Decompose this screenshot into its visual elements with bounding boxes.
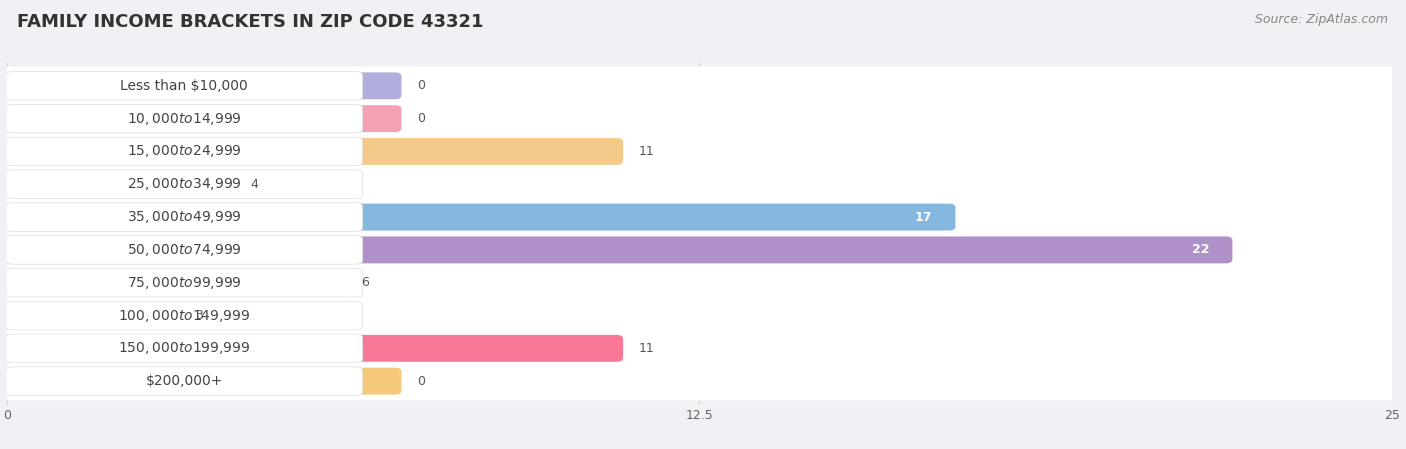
Text: 0: 0 (418, 112, 425, 125)
FancyBboxPatch shape (6, 137, 363, 166)
FancyBboxPatch shape (0, 263, 1402, 302)
FancyBboxPatch shape (6, 104, 363, 133)
FancyBboxPatch shape (0, 66, 1402, 105)
Text: 22: 22 (1192, 243, 1209, 256)
FancyBboxPatch shape (0, 302, 180, 329)
Text: 11: 11 (638, 145, 654, 158)
FancyBboxPatch shape (0, 165, 1402, 203)
Text: 17: 17 (915, 211, 932, 224)
FancyBboxPatch shape (0, 105, 402, 132)
FancyBboxPatch shape (0, 72, 402, 99)
Text: FAMILY INCOME BRACKETS IN ZIP CODE 43321: FAMILY INCOME BRACKETS IN ZIP CODE 43321 (17, 13, 484, 31)
FancyBboxPatch shape (0, 99, 1402, 138)
Text: $200,000+: $200,000+ (146, 374, 224, 388)
Text: 0: 0 (418, 79, 425, 92)
Text: $50,000 to $74,999: $50,000 to $74,999 (127, 242, 242, 258)
Text: $25,000 to $34,999: $25,000 to $34,999 (127, 176, 242, 192)
Text: Source: ZipAtlas.com: Source: ZipAtlas.com (1254, 13, 1388, 26)
FancyBboxPatch shape (0, 132, 1402, 171)
FancyBboxPatch shape (6, 269, 363, 297)
Text: 0: 0 (418, 374, 425, 387)
Text: Less than $10,000: Less than $10,000 (121, 79, 249, 93)
Text: $15,000 to $24,999: $15,000 to $24,999 (127, 143, 242, 159)
FancyBboxPatch shape (0, 368, 402, 395)
Text: 3: 3 (195, 309, 204, 322)
FancyBboxPatch shape (0, 171, 235, 198)
Text: $100,000 to $149,999: $100,000 to $149,999 (118, 308, 250, 324)
FancyBboxPatch shape (6, 301, 363, 330)
Text: $35,000 to $49,999: $35,000 to $49,999 (127, 209, 242, 225)
Text: $150,000 to $199,999: $150,000 to $199,999 (118, 340, 250, 357)
Text: $10,000 to $14,999: $10,000 to $14,999 (127, 110, 242, 127)
Text: 11: 11 (638, 342, 654, 355)
Text: 6: 6 (361, 276, 370, 289)
FancyBboxPatch shape (0, 138, 623, 165)
FancyBboxPatch shape (0, 237, 1233, 263)
FancyBboxPatch shape (0, 203, 956, 230)
FancyBboxPatch shape (0, 296, 1402, 335)
FancyBboxPatch shape (6, 334, 363, 363)
FancyBboxPatch shape (0, 335, 623, 362)
FancyBboxPatch shape (6, 367, 363, 396)
Text: $75,000 to $99,999: $75,000 to $99,999 (127, 275, 242, 291)
FancyBboxPatch shape (0, 269, 346, 296)
FancyBboxPatch shape (0, 362, 1402, 401)
FancyBboxPatch shape (6, 71, 363, 100)
FancyBboxPatch shape (0, 329, 1402, 368)
FancyBboxPatch shape (0, 198, 1402, 237)
FancyBboxPatch shape (6, 203, 363, 231)
FancyBboxPatch shape (0, 230, 1402, 269)
FancyBboxPatch shape (6, 170, 363, 198)
Text: 4: 4 (250, 178, 259, 191)
FancyBboxPatch shape (6, 236, 363, 264)
